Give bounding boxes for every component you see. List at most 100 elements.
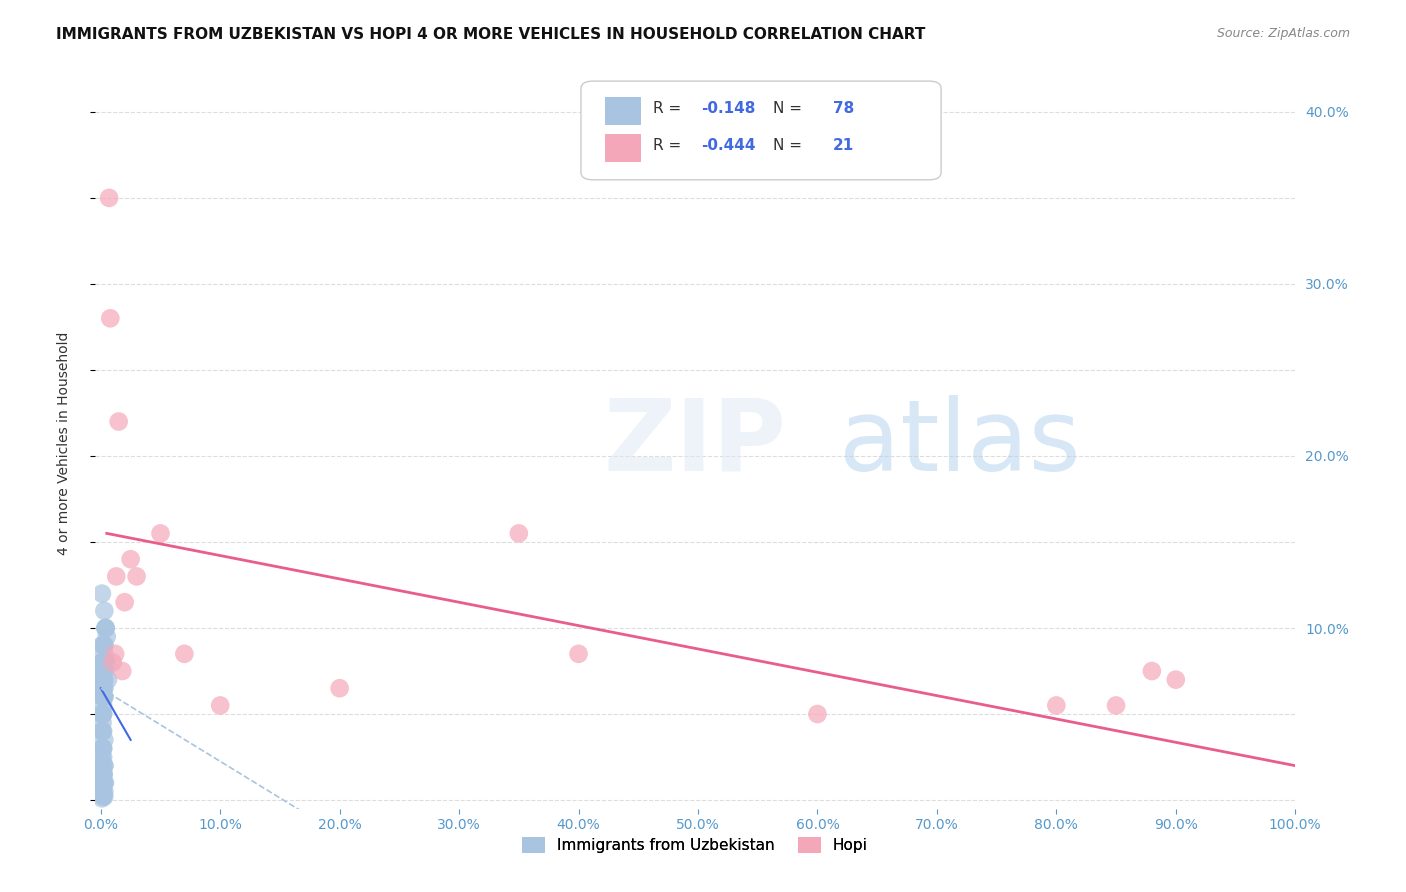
Point [98,191,121,205]
Point [329,681,352,696]
Point [91,776,114,790]
Point [105,569,128,583]
Point [91,758,114,772]
Point [91,673,114,687]
Point [91,776,114,790]
Point [94,621,117,635]
Point [93,681,115,696]
Point [91,776,114,790]
Point [91,741,114,756]
Point [91,767,114,781]
Point [93,604,115,618]
Point [91,656,114,670]
Point [91,707,114,722]
Point [93,690,115,704]
Point [91,741,114,756]
Point [91,789,114,804]
Point [93,758,115,772]
Point [91,664,114,678]
Point [91,724,114,739]
Point [91,784,114,798]
Point [93,776,115,790]
Point [93,638,115,652]
Point [94,664,117,678]
Point [91,690,114,704]
Point [91,698,114,713]
Point [91,741,114,756]
Point [93,647,115,661]
Point [91,586,114,600]
Point [91,690,114,704]
Point [93,656,115,670]
Point [94,621,117,635]
Point [91,664,114,678]
Text: -0.148: -0.148 [702,102,755,116]
Text: atlas: atlas [839,394,1081,491]
Point [93,784,115,798]
Point [91,791,114,805]
Point [96,656,118,670]
Text: R =: R = [652,102,686,116]
Point [1164,673,1187,687]
Point [1105,698,1128,713]
Point [91,741,114,756]
Point [101,656,124,670]
Point [806,707,828,722]
FancyBboxPatch shape [605,97,641,125]
Point [91,767,114,781]
Point [114,595,136,609]
Point [98,311,121,326]
Point [93,732,115,747]
Point [93,673,115,687]
Point [91,707,114,722]
Point [93,656,115,670]
Point [96,630,118,644]
Point [91,690,114,704]
Point [91,724,114,739]
Point [120,552,142,566]
Point [91,673,114,687]
Point [1140,664,1163,678]
Point [93,638,115,652]
Point [125,569,148,583]
Point [91,784,114,798]
Point [91,656,114,670]
Text: N =: N = [773,138,807,153]
Point [91,673,114,687]
Point [91,750,114,764]
Point [173,647,195,661]
Text: IMMIGRANTS FROM UZBEKISTAN VS HOPI 4 OR MORE VEHICLES IN HOUSEHOLD CORRELATION C: IMMIGRANTS FROM UZBEKISTAN VS HOPI 4 OR … [56,27,925,42]
Point [91,681,114,696]
Point [94,621,117,635]
Point [94,776,117,790]
Text: N =: N = [773,102,807,116]
FancyBboxPatch shape [605,134,641,161]
Point [91,741,114,756]
Text: 21: 21 [834,138,855,153]
Point [97,673,120,687]
Point [91,707,114,722]
Point [91,638,114,652]
Point [209,698,232,713]
Legend: Immigrants from Uzbekistan, Hopi: Immigrants from Uzbekistan, Hopi [516,831,875,860]
Point [91,758,114,772]
Point [91,707,114,722]
Point [91,758,114,772]
Point [149,526,172,541]
Point [1045,698,1067,713]
Point [93,767,115,781]
Text: -0.444: -0.444 [702,138,755,153]
Point [91,715,114,730]
Point [91,788,114,802]
Point [567,647,589,661]
Y-axis label: 4 or more Vehicles in Household: 4 or more Vehicles in Household [58,331,72,555]
Point [91,767,114,781]
Point [91,681,114,696]
Text: R =: R = [652,138,686,153]
Point [107,415,129,429]
Point [91,788,114,802]
Point [508,526,530,541]
Point [93,789,115,804]
Point [93,690,115,704]
Point [91,767,114,781]
